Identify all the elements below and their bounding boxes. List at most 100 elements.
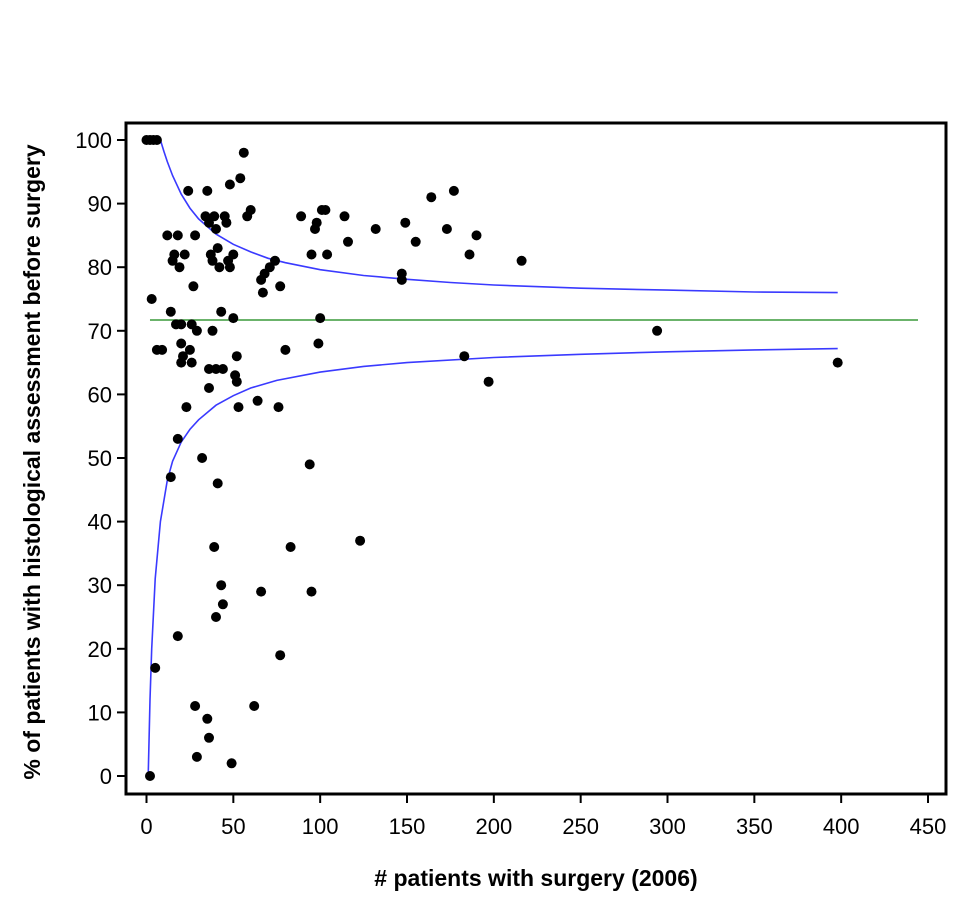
data-point <box>231 376 242 387</box>
data-points <box>141 135 843 781</box>
data-point <box>172 433 183 444</box>
data-point <box>174 262 185 273</box>
plot-area-frame <box>124 121 948 796</box>
y-tick-label: 80 <box>88 255 112 280</box>
data-point <box>207 255 218 266</box>
data-point <box>224 179 235 190</box>
data-point <box>209 542 220 552</box>
data-point <box>233 402 244 413</box>
data-point <box>426 192 437 203</box>
data-point <box>217 364 228 374</box>
data-point <box>176 338 187 349</box>
data-point <box>151 135 162 145</box>
data-point <box>280 344 291 355</box>
data-point <box>165 306 176 317</box>
data-point <box>245 205 256 215</box>
data-point <box>191 751 202 762</box>
data-point <box>652 325 663 336</box>
data-point <box>306 249 317 260</box>
y-tick-label: 90 <box>88 192 112 217</box>
data-point <box>226 758 237 769</box>
data-point <box>183 185 194 196</box>
data-point <box>204 364 214 374</box>
data-point <box>202 185 213 196</box>
data-point <box>169 249 180 260</box>
data-point <box>216 580 227 591</box>
upper-control-limit-line <box>159 139 838 294</box>
data-point <box>224 262 235 273</box>
data-point <box>275 650 286 661</box>
data-point <box>190 230 201 241</box>
data-point <box>145 135 155 145</box>
data-point <box>217 599 228 610</box>
y-tick-label: 60 <box>88 382 112 407</box>
y-tick-label: 40 <box>88 510 112 535</box>
data-point <box>410 236 421 247</box>
data-point <box>214 262 225 273</box>
data-point <box>343 236 353 247</box>
data-point <box>322 249 333 260</box>
data-point <box>179 249 190 260</box>
x-axis-title: # patients with surgery (2006) <box>374 865 697 891</box>
data-point <box>212 243 223 254</box>
data-point <box>448 185 459 196</box>
data-point <box>197 453 208 463</box>
data-point <box>162 230 173 241</box>
data-point <box>150 662 161 673</box>
x-tick-label: 300 <box>649 814 686 839</box>
data-point <box>304 459 315 470</box>
data-point <box>257 287 268 298</box>
y-tick-label: 30 <box>88 573 112 598</box>
data-point <box>315 313 326 324</box>
data-point <box>146 294 157 304</box>
x-tick-label: 0 <box>140 814 152 839</box>
data-point <box>339 211 350 222</box>
data-point <box>181 402 192 413</box>
data-point <box>273 402 284 413</box>
x-tick-label: 450 <box>910 814 947 839</box>
data-point <box>228 249 239 260</box>
x-axis-ticks: 0 50 100 150 200 250 300 350 400 450 <box>140 794 946 839</box>
data-point <box>459 351 470 362</box>
data-point <box>441 224 452 234</box>
data-point <box>313 338 324 349</box>
data-point <box>285 542 296 552</box>
data-point <box>483 376 494 387</box>
data-point <box>165 472 176 483</box>
data-point <box>204 732 214 743</box>
data-point <box>216 306 227 317</box>
data-point <box>211 612 221 622</box>
y-tick-label: 20 <box>88 637 112 662</box>
data-point <box>176 319 187 330</box>
y-tick-label: 100 <box>75 128 112 153</box>
data-point <box>172 230 183 241</box>
x-tick-label: 100 <box>302 814 339 839</box>
data-point <box>311 217 322 228</box>
data-point <box>275 281 286 292</box>
data-point <box>207 325 218 336</box>
data-point <box>209 211 220 222</box>
x-tick-label: 400 <box>823 814 860 839</box>
data-point <box>249 701 260 711</box>
data-point <box>184 344 195 355</box>
y-axis-title: % of patients with histological assessme… <box>19 144 45 779</box>
data-point <box>211 224 221 234</box>
data-point <box>191 325 202 336</box>
data-point <box>145 771 155 781</box>
data-point <box>832 357 843 368</box>
data-point <box>235 173 246 184</box>
y-axis-ticks: 0 10 20 30 40 50 60 70 80 90 100 <box>75 128 126 789</box>
x-tick-label: 250 <box>562 814 599 839</box>
lower-control-limit-line <box>147 347 838 777</box>
y-tick-label: 70 <box>88 319 112 344</box>
data-point <box>176 357 187 368</box>
data-point <box>204 383 214 393</box>
data-point <box>256 586 267 597</box>
data-point <box>202 713 213 724</box>
x-tick-label: 150 <box>389 814 426 839</box>
y-tick-label: 10 <box>88 700 112 725</box>
data-point <box>188 281 199 292</box>
x-tick-label: 50 <box>221 814 245 839</box>
data-point <box>172 631 183 642</box>
